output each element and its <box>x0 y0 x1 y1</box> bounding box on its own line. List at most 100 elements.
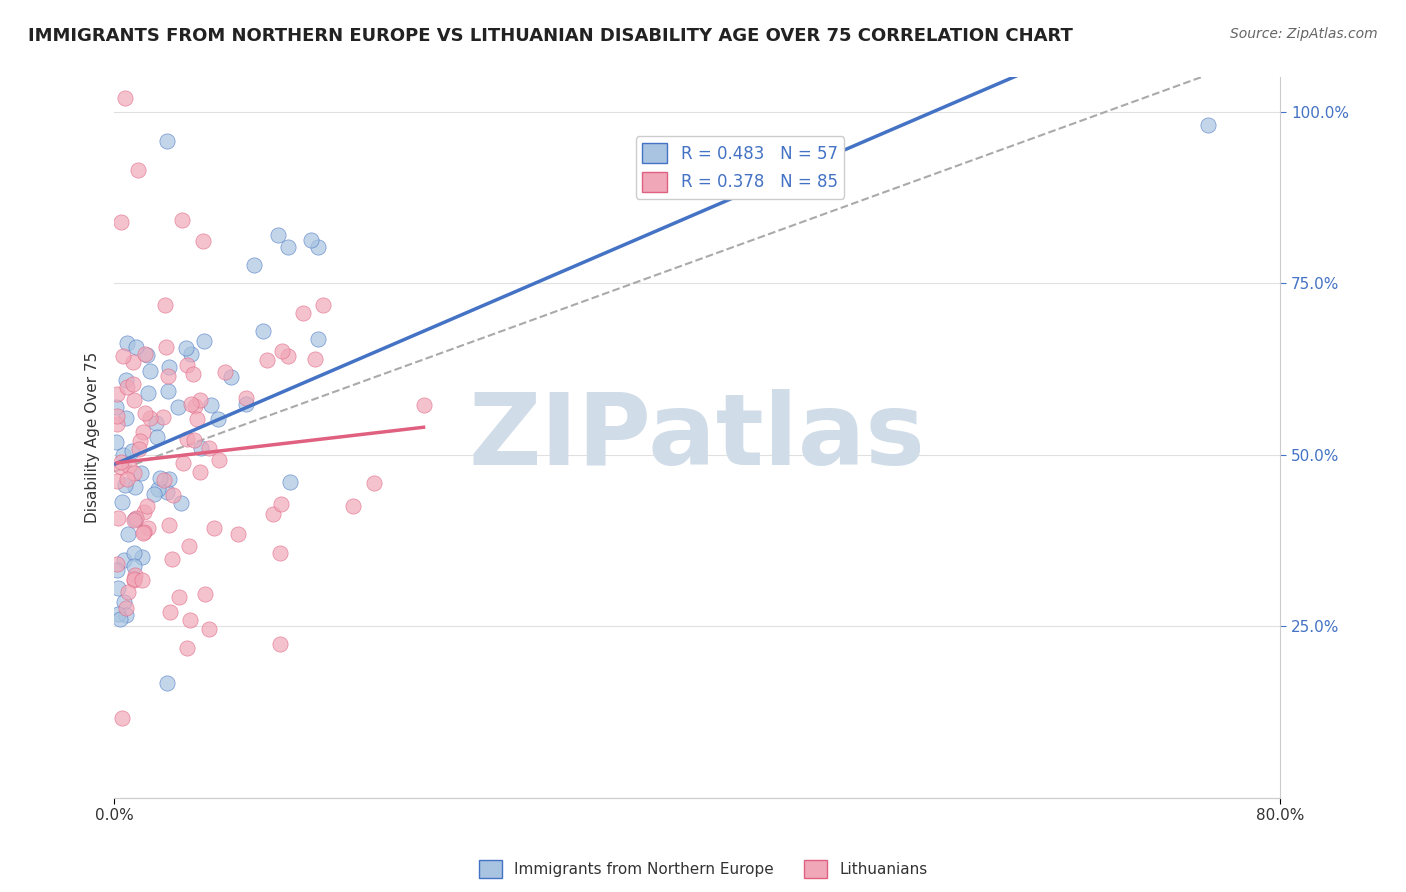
Point <box>156 384 179 398</box>
Point <box>107 581 129 595</box>
Point <box>202 521 225 535</box>
Point <box>157 518 180 533</box>
Point <box>107 607 129 621</box>
Point <box>183 433 205 447</box>
Point <box>121 376 143 391</box>
Point <box>291 306 314 320</box>
Point <box>186 412 208 426</box>
Point <box>143 486 166 500</box>
Point <box>157 472 180 486</box>
Point <box>177 539 200 553</box>
Point <box>278 475 301 490</box>
Point <box>176 640 198 655</box>
Point <box>105 475 128 489</box>
Point <box>172 212 194 227</box>
Point <box>146 430 169 444</box>
Point <box>111 495 134 509</box>
Point <box>115 336 138 351</box>
Point <box>115 373 138 387</box>
Point <box>115 380 138 394</box>
Point <box>111 448 134 462</box>
Point <box>277 349 299 363</box>
Point <box>117 526 139 541</box>
Point <box>115 608 138 623</box>
Point <box>226 526 249 541</box>
Point <box>153 298 176 312</box>
Point <box>270 497 292 511</box>
Point <box>110 460 132 475</box>
Point <box>122 355 145 369</box>
Point <box>197 442 219 456</box>
Point <box>156 676 179 690</box>
Text: ZIPatlas: ZIPatlas <box>468 389 925 486</box>
Point <box>127 162 149 177</box>
Point <box>139 410 162 425</box>
Point <box>131 574 153 588</box>
Point <box>124 393 146 408</box>
Point <box>105 435 128 450</box>
Point <box>155 134 177 148</box>
Point <box>412 398 434 412</box>
Point <box>112 595 135 609</box>
Point <box>124 466 146 480</box>
Point <box>162 488 184 502</box>
Point <box>271 343 294 358</box>
Point <box>299 233 322 247</box>
Point <box>128 442 150 456</box>
Point <box>180 347 202 361</box>
Point <box>363 475 385 490</box>
Point <box>198 622 221 636</box>
Point <box>138 364 160 378</box>
Point <box>207 412 229 426</box>
Point <box>125 510 148 524</box>
Point <box>105 417 128 431</box>
Text: IMMIGRANTS FROM NORTHERN EUROPE VS LITHUANIAN DISABILITY AGE OVER 75 CORRELATION: IMMIGRANTS FROM NORTHERN EUROPE VS LITHU… <box>28 27 1073 45</box>
Point <box>153 473 176 487</box>
Point <box>191 234 214 248</box>
Point <box>235 392 257 406</box>
Point <box>118 459 141 474</box>
Point <box>131 549 153 564</box>
Point <box>156 485 179 500</box>
Point <box>152 409 174 424</box>
Point <box>125 340 148 354</box>
Point <box>136 386 159 401</box>
Point <box>262 508 284 522</box>
Point <box>134 346 156 360</box>
Point <box>117 584 139 599</box>
Point <box>235 396 257 410</box>
Point <box>267 227 290 242</box>
Point <box>115 472 138 486</box>
Point <box>269 547 291 561</box>
Point <box>181 368 204 382</box>
Text: Source: ZipAtlas.com: Source: ZipAtlas.com <box>1230 27 1378 41</box>
Point <box>176 432 198 446</box>
Point <box>149 471 172 485</box>
Point <box>269 637 291 651</box>
Point <box>208 453 231 467</box>
Point <box>184 399 207 413</box>
Point <box>134 406 156 420</box>
Point <box>129 467 152 481</box>
Point <box>132 526 155 541</box>
Point <box>122 546 145 560</box>
Point <box>200 398 222 412</box>
Point <box>108 612 131 626</box>
Point <box>159 605 181 619</box>
Point <box>157 359 180 374</box>
Point <box>179 613 201 627</box>
Point <box>115 411 138 425</box>
Point <box>131 425 153 439</box>
Point <box>129 434 152 448</box>
Point <box>111 711 134 725</box>
Point <box>122 573 145 587</box>
Point <box>160 552 183 566</box>
Point <box>136 348 159 362</box>
Point <box>124 512 146 526</box>
Point <box>105 409 128 423</box>
Point <box>114 478 136 492</box>
Point <box>136 499 159 513</box>
Point <box>252 324 274 338</box>
Point <box>174 341 197 355</box>
Point <box>342 499 364 513</box>
